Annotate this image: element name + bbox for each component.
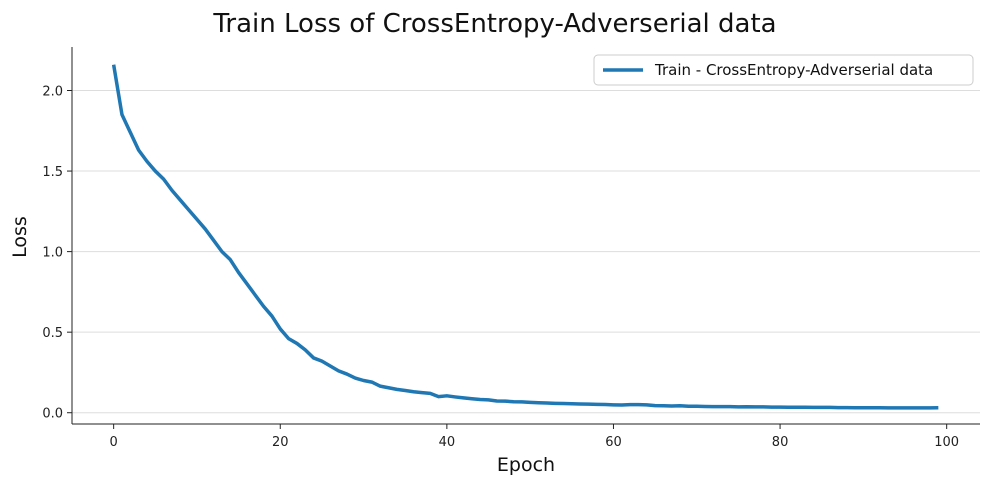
x-axis-label: Epoch <box>497 454 555 476</box>
x-tick-label: 100 <box>934 435 959 450</box>
legend: Train - CrossEntropy-Adverserial data <box>593 54 974 86</box>
x-ticks: 0 20 40 60 80 100 <box>110 424 959 450</box>
chart-title: Train Loss of CrossEntropy-Adverserial d… <box>212 9 776 39</box>
x-tick-label: 0 <box>110 435 118 450</box>
y-tick-label: 0.0 <box>42 407 63 422</box>
series-line <box>111 64 939 410</box>
x-tick-label: 20 <box>272 435 289 450</box>
legend-box <box>593 54 974 86</box>
y-axis-label: Loss <box>9 216 31 258</box>
y-tick-label: 1.0 <box>42 246 63 261</box>
x-tick-label: 60 <box>605 435 622 450</box>
y-ticks: 0.0 0.5 1.0 1.5 2.0 <box>42 85 72 422</box>
axes <box>71 47 980 425</box>
series-layer <box>111 64 939 410</box>
x-tick-label: 40 <box>439 435 456 450</box>
y-tick-label: 0.5 <box>42 326 63 341</box>
legend-label: Train - CrossEntropy-Adverserial data <box>654 61 933 79</box>
y-tick-label: 2.0 <box>42 85 63 100</box>
x-tick-label: 80 <box>772 435 789 450</box>
y-tick-label: 1.5 <box>42 165 63 180</box>
